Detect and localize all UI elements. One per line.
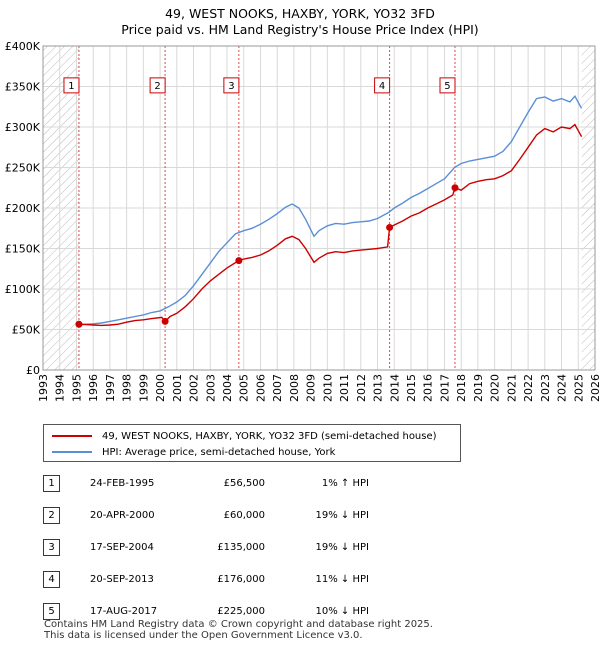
legend-item-hpi: HPI: Average price, semi-detached house,… bbox=[52, 444, 335, 460]
chart-subtitle: Price paid vs. HM Land Registry's House … bbox=[121, 22, 479, 37]
x-tick-label: 1997 bbox=[104, 374, 117, 402]
sale-hpi: 19% ↓ HPI bbox=[315, 510, 369, 521]
y-tick-label: £50K bbox=[12, 324, 41, 337]
sale-hpi: 19% ↓ HPI bbox=[315, 542, 369, 553]
footer-licence: This data is licensed under the Open Gov… bbox=[44, 630, 363, 641]
x-tick-label: 2026 bbox=[589, 374, 600, 402]
sale-point bbox=[161, 317, 169, 325]
x-tick-label: 2018 bbox=[455, 374, 468, 402]
hpi-series-line bbox=[76, 94, 583, 326]
x-tick-label: 2005 bbox=[238, 374, 251, 402]
x-tick-label: 2011 bbox=[338, 374, 351, 402]
table-row: 4 20-SEP-2013 £176,000 11% ↓ HPI bbox=[43, 570, 443, 590]
sale-date: 20-APR-2000 bbox=[90, 510, 155, 521]
sale-label-box bbox=[63, 77, 80, 94]
y-tick-label: £350K bbox=[5, 81, 41, 94]
y-tick-label: £0 bbox=[26, 364, 40, 377]
x-tick-label: 1993 bbox=[37, 374, 50, 402]
legend-swatch-red bbox=[52, 435, 92, 437]
sale-label-text: 4 bbox=[379, 81, 385, 92]
y-tick-label: £150K bbox=[5, 243, 41, 256]
sale-date: 24-FEB-1995 bbox=[90, 478, 155, 489]
sale-label-text: 5 bbox=[444, 81, 450, 92]
x-tick-label: 2017 bbox=[438, 374, 451, 402]
legend-swatch-blue bbox=[52, 451, 92, 453]
sale-price: £56,500 bbox=[223, 478, 265, 489]
x-tick-label: 2023 bbox=[539, 374, 552, 402]
legend: 49, WEST NOOKS, HAXBY, YORK, YO32 3FD (s… bbox=[43, 424, 461, 462]
x-tick-label: 2021 bbox=[505, 374, 518, 402]
x-tick-label: 2009 bbox=[305, 374, 318, 402]
sale-point bbox=[451, 184, 459, 192]
sale-label-box bbox=[149, 77, 166, 94]
sale-hpi: 1% ↑ HPI bbox=[321, 478, 369, 489]
x-tick-label: 2006 bbox=[254, 374, 267, 402]
x-tick-label: 1996 bbox=[87, 374, 100, 402]
x-tick-label: 1994 bbox=[54, 374, 67, 402]
sale-date: 17-AUG-2017 bbox=[90, 606, 158, 617]
sale-label-text: 2 bbox=[154, 81, 160, 92]
sale-date: 20-SEP-2013 bbox=[90, 574, 154, 585]
sale-label-box bbox=[223, 77, 240, 94]
legend-label-property: 49, WEST NOOKS, HAXBY, YORK, YO32 3FD (s… bbox=[102, 430, 437, 442]
sale-point bbox=[235, 257, 243, 265]
legend-item-property: 49, WEST NOOKS, HAXBY, YORK, YO32 3FD (s… bbox=[52, 428, 437, 444]
x-tick-label: 2008 bbox=[288, 374, 301, 402]
sale-point bbox=[386, 223, 394, 231]
x-tick-label: 2016 bbox=[422, 374, 435, 402]
x-tick-label: 2024 bbox=[556, 374, 569, 402]
sale-price: £60,000 bbox=[223, 510, 265, 521]
chart-title: 49, WEST NOOKS, HAXBY, YORK, YO32 3FD bbox=[165, 6, 435, 21]
x-tick-label: 2003 bbox=[204, 374, 217, 402]
x-tick-label: 2022 bbox=[522, 374, 535, 402]
table-row: 1 24-FEB-1995 £56,500 1% ↑ HPI bbox=[43, 474, 443, 494]
sale-number-badge: 3 bbox=[43, 539, 60, 556]
x-tick-label: 2015 bbox=[405, 374, 418, 402]
sale-number-badge: 1 bbox=[43, 475, 60, 492]
y-tick-label: £300K bbox=[5, 121, 41, 134]
sale-price: £176,000 bbox=[217, 574, 265, 585]
sale-date: 17-SEP-2004 bbox=[90, 542, 154, 553]
y-tick-label: £250K bbox=[5, 162, 41, 175]
x-tick-label: 2012 bbox=[355, 374, 368, 402]
x-tick-label: 2001 bbox=[171, 374, 184, 402]
sale-number-badge: 4 bbox=[43, 571, 60, 588]
x-tick-label: 2020 bbox=[489, 374, 502, 402]
x-tick-label: 1999 bbox=[137, 374, 150, 402]
x-tick-label: 2019 bbox=[472, 374, 485, 402]
x-tick-label: 2013 bbox=[372, 374, 385, 402]
sale-number-badge: 5 bbox=[43, 603, 60, 620]
x-tick-label: 2002 bbox=[188, 374, 201, 402]
y-tick-label: £400K bbox=[5, 40, 41, 53]
price-chart: 1 2 3 4 5 £0 £50K £100K £150K £200K £250K £300K £350… bbox=[5, 40, 600, 402]
sale-label-box bbox=[374, 77, 391, 94]
table-row: 5 17-AUG-2017 £225,000 10% ↓ HPI bbox=[43, 602, 443, 622]
x-tick-label: 2010 bbox=[321, 374, 334, 402]
sale-number-badge: 2 bbox=[43, 507, 60, 524]
plot-frame bbox=[42, 45, 596, 371]
x-tick-label: 2025 bbox=[572, 374, 585, 402]
legend-label-hpi: HPI: Average price, semi-detached house,… bbox=[102, 446, 336, 458]
footer-copyright: Contains HM Land Registry data © Crown c… bbox=[44, 619, 433, 630]
x-tick-label: 2000 bbox=[154, 374, 167, 402]
y-tick-label: £100K bbox=[5, 283, 41, 296]
sale-point bbox=[75, 320, 83, 328]
table-row: 2 20-APR-2000 £60,000 19% ↓ HPI bbox=[43, 506, 443, 526]
sale-price: £135,000 bbox=[217, 542, 265, 553]
sale-price: £225,000 bbox=[217, 606, 265, 617]
x-tick-label: 1995 bbox=[70, 374, 83, 402]
sale-hpi: 10% ↓ HPI bbox=[315, 606, 369, 617]
table-row: 3 17-SEP-2004 £135,000 19% ↓ HPI bbox=[43, 538, 443, 558]
x-tick-label: 2004 bbox=[221, 374, 234, 402]
x-tick-label: 2014 bbox=[388, 374, 401, 402]
sale-label-text: 3 bbox=[228, 81, 234, 92]
sale-label-box bbox=[439, 77, 456, 94]
x-tick-label: 1998 bbox=[121, 374, 134, 402]
sale-hpi: 11% ↓ HPI bbox=[315, 574, 369, 585]
y-tick-label: £200K bbox=[5, 202, 41, 215]
x-tick-label: 2007 bbox=[271, 374, 284, 402]
sale-label-text: 1 bbox=[68, 81, 74, 92]
